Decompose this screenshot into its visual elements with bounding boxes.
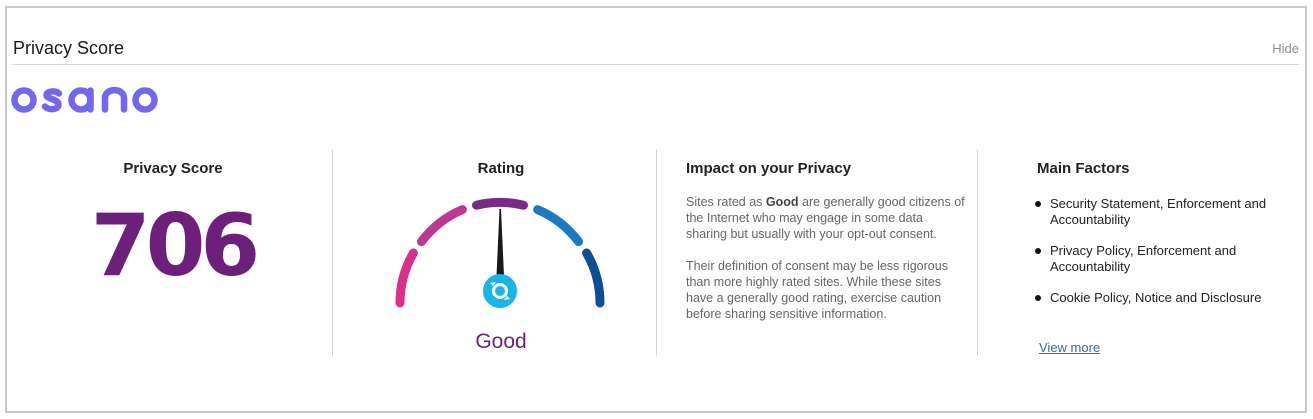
privacy-score-section: Privacy Score 706 bbox=[13, 150, 333, 356]
column-divider bbox=[656, 150, 657, 356]
main-factors-section: Main Factors Security Statement, Enforce… bbox=[1031, 150, 1286, 356]
list-item: Cookie Policy, Notice and Disclosure bbox=[1031, 290, 1281, 306]
main-factors-heading: Main Factors bbox=[1037, 160, 1130, 177]
privacy-score-panel: Privacy Score Hide Privacy Score 706 Rat… bbox=[5, 6, 1307, 413]
impact-heading: Impact on your Privacy bbox=[686, 160, 852, 177]
osano-refresh-icon bbox=[483, 274, 517, 308]
column-divider bbox=[332, 150, 333, 356]
bullet-icon bbox=[1035, 248, 1041, 254]
hide-button[interactable]: Hide bbox=[1272, 41, 1299, 56]
rating-heading: Rating bbox=[477, 160, 525, 177]
impact-section: Impact on your Privacy Sites rated as Go… bbox=[686, 150, 966, 356]
bullet-icon bbox=[1035, 295, 1041, 301]
gauge-segment bbox=[472, 197, 528, 210]
view-more-link[interactable]: View more bbox=[1039, 340, 1101, 355]
rating-label: Good bbox=[475, 330, 527, 353]
gauge-segment bbox=[395, 248, 418, 308]
impact-paragraph: Their definition of consent may be less … bbox=[686, 259, 948, 321]
panel-title: Privacy Score bbox=[13, 38, 125, 58]
gauge-segment bbox=[533, 205, 583, 247]
gauge-segment bbox=[417, 205, 467, 247]
list-item: Security Statement, Enforcement and Acco… bbox=[1031, 196, 1281, 228]
gauge-needle bbox=[496, 209, 505, 287]
list-item: Privacy Policy, Enforcement and Accounta… bbox=[1031, 243, 1281, 275]
impact-paragraph: Sites rated as Good are generally good c… bbox=[686, 195, 965, 241]
factors-list: Security Statement, Enforcement and Acco… bbox=[1031, 196, 1281, 321]
privacy-score-heading: Privacy Score bbox=[123, 160, 223, 177]
column-divider bbox=[977, 150, 978, 356]
rating-gauge bbox=[395, 197, 605, 308]
osano-logo bbox=[11, 86, 158, 113]
impact-description: Sites rated as Good are generally good c… bbox=[686, 194, 966, 338]
panel-header: Privacy Score Hide bbox=[12, 36, 1299, 65]
rating-section: Rating Good bbox=[341, 150, 661, 356]
privacy-score-value: 706 bbox=[90, 196, 261, 296]
bullet-icon bbox=[1035, 201, 1041, 207]
gauge-segment bbox=[582, 248, 605, 308]
